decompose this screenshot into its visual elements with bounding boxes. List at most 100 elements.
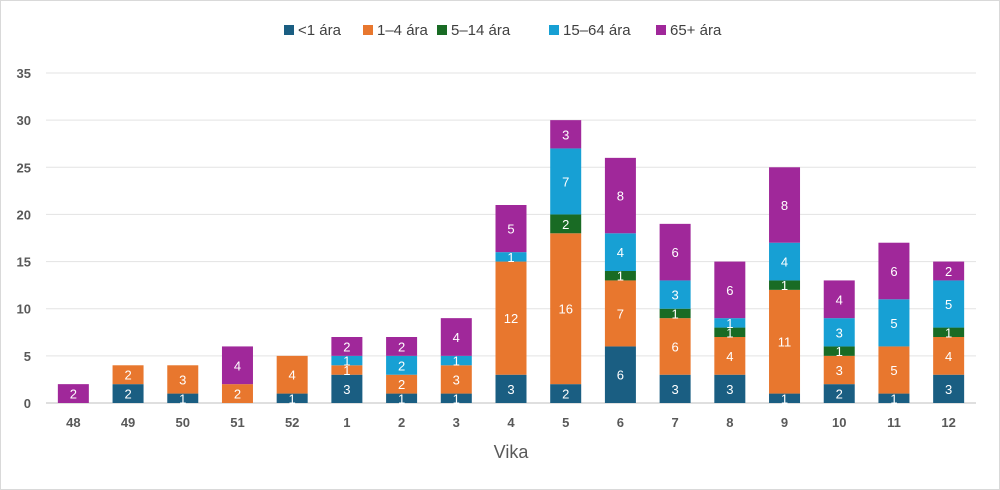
bar-segment — [57, 384, 89, 403]
bar-segment — [714, 261, 746, 319]
data-label: 2 — [234, 387, 241, 402]
bar-segment — [331, 355, 363, 366]
data-label: 3 — [507, 382, 514, 397]
bar-segment — [878, 346, 910, 394]
data-label: 1 — [890, 391, 897, 406]
x-tick-label: 8 — [726, 415, 733, 430]
data-label: 6 — [890, 264, 897, 279]
x-axis-title: Vika — [494, 442, 530, 462]
bar-segment — [550, 214, 582, 234]
data-label: 1 — [617, 269, 624, 284]
bar-segment — [604, 157, 636, 234]
data-label: 5 — [945, 297, 952, 312]
data-label: 2 — [945, 264, 952, 279]
x-tick-label: 10 — [832, 415, 846, 430]
data-label: 4 — [234, 358, 241, 373]
bar-segment — [769, 280, 801, 290]
bar-segment — [659, 318, 691, 375]
bar-segment — [823, 355, 855, 385]
y-tick-label: 15 — [17, 255, 31, 270]
legend-label: 5–14 ára — [451, 22, 511, 39]
bar-segment — [495, 374, 527, 403]
data-label: 16 — [558, 302, 572, 317]
x-tick-label: 4 — [507, 415, 515, 430]
data-label: 11 — [778, 335, 792, 350]
bar-segment — [823, 280, 855, 319]
x-axis-ticks: 48 49 50 51 52 1 2 3 4 5 6 7 8 9 10 11 12 — [66, 415, 956, 430]
legend-swatch — [284, 25, 294, 35]
bar-segment — [331, 365, 363, 375]
legend-label: 1–4 ára — [377, 22, 429, 39]
data-label: 6 — [726, 283, 733, 298]
data-label: 5 — [890, 363, 897, 378]
legend-label: 65+ ára — [670, 22, 722, 39]
bar-segment — [823, 346, 855, 356]
bar-segment — [440, 393, 472, 403]
bar-segment — [769, 167, 801, 243]
bar-segment — [331, 337, 363, 356]
bar-segment — [167, 393, 199, 403]
bar-segment — [495, 261, 527, 375]
bar-segment — [331, 374, 363, 403]
x-tick-label: 11 — [887, 415, 901, 430]
data-label: 1 — [289, 391, 296, 406]
legend: <1 ára 1–4 ára 5–14 ára 15–64 ára 65+ ára — [284, 22, 722, 39]
legend-label: 15–64 ára — [563, 22, 631, 39]
bar-segment — [659, 223, 691, 281]
data-label: 8 — [781, 198, 788, 213]
bar-segment — [495, 205, 527, 253]
data-label: 7 — [617, 306, 624, 321]
bar-segment — [221, 384, 253, 403]
data-label: 2 — [562, 387, 569, 402]
bar-segment — [604, 233, 636, 271]
data-label: 1 — [179, 391, 186, 406]
data-label: 1 — [726, 325, 733, 340]
data-label: 2 — [398, 377, 405, 392]
bar-segment — [604, 346, 636, 403]
bar-segment — [440, 355, 472, 366]
bar-segment — [714, 318, 746, 328]
bar-segment — [933, 337, 965, 375]
x-tick-label: 3 — [453, 415, 460, 430]
data-label: 6 — [672, 339, 679, 354]
bar-segment — [659, 308, 691, 319]
data-label: 4 — [289, 368, 296, 383]
data-label: 2 — [562, 217, 569, 232]
legend-swatch — [363, 25, 373, 35]
bar-segment — [167, 365, 199, 394]
bar-segment — [933, 374, 965, 403]
data-label: 2 — [124, 368, 131, 383]
bar-segment — [604, 280, 636, 347]
bar-segment — [112, 384, 144, 403]
data-label: 3 — [343, 382, 350, 397]
x-tick-label: 1 — [343, 415, 350, 430]
data-label: 1 — [672, 306, 679, 321]
data-label: 12 — [504, 311, 518, 326]
data-label: 1 — [453, 354, 460, 369]
bar-segment — [769, 242, 801, 281]
data-label: 1 — [453, 391, 460, 406]
y-tick-label: 35 — [17, 66, 31, 81]
legend-label: <1 ára — [298, 22, 342, 39]
data-label: 4 — [781, 255, 788, 270]
data-label: 3 — [726, 382, 733, 397]
bar-segment — [769, 289, 801, 394]
x-tick-label: 6 — [617, 415, 624, 430]
x-tick-label: 2 — [398, 415, 405, 430]
data-label: 2 — [343, 339, 350, 354]
data-label: 2 — [124, 387, 131, 402]
data-label: 1 — [836, 344, 843, 359]
x-tick-label: 51 — [230, 415, 244, 430]
x-tick-label: 9 — [781, 415, 788, 430]
data-label: 3 — [562, 127, 569, 142]
data-label: 4 — [617, 245, 624, 260]
bar-segment — [878, 299, 910, 347]
bar-segment — [386, 337, 418, 356]
data-label: 2 — [70, 387, 77, 402]
y-tick-label: 10 — [17, 302, 31, 317]
bar-segment — [714, 327, 746, 337]
bar-segment — [878, 242, 910, 300]
bar-segment — [714, 337, 746, 375]
x-tick-label: 48 — [66, 415, 80, 430]
data-label: 2 — [398, 358, 405, 373]
